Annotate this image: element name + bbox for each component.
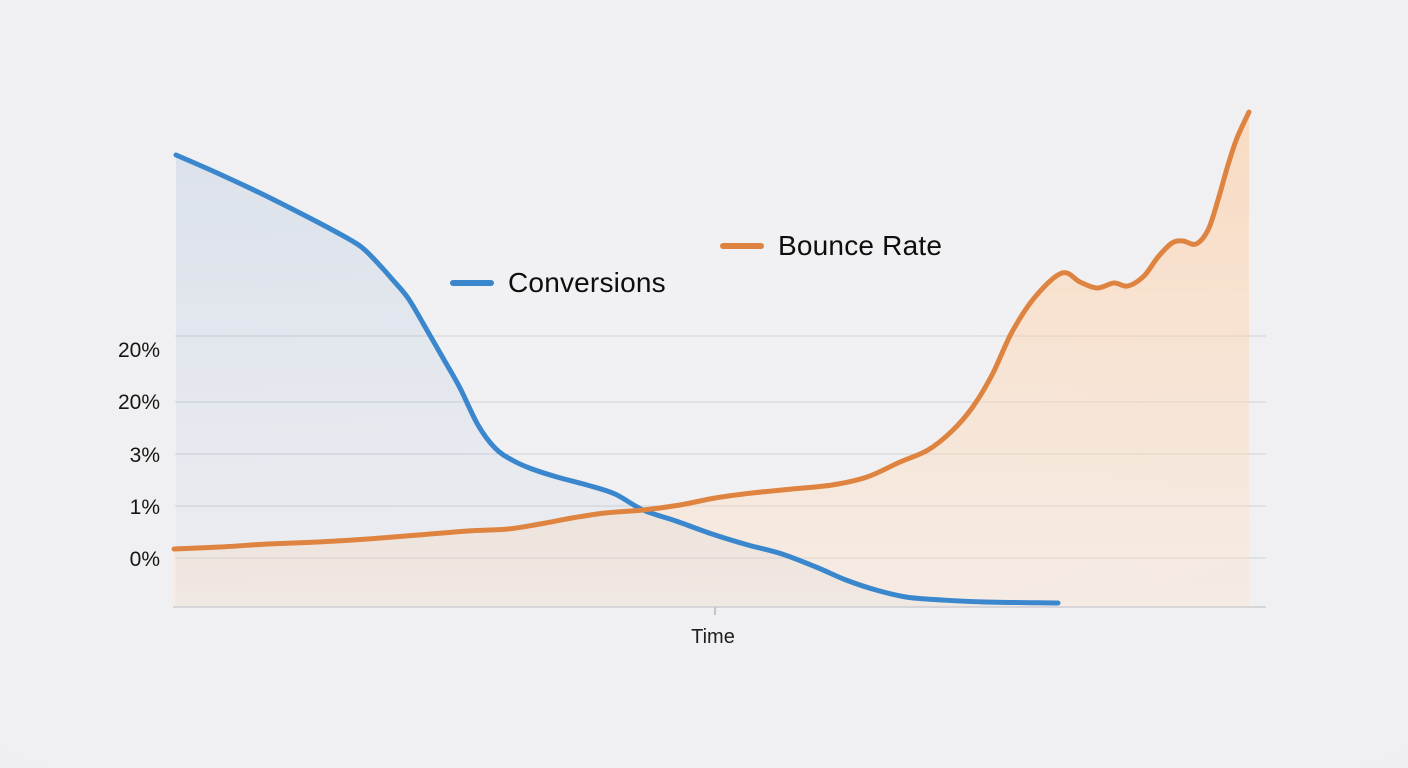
x-axis-title: Time <box>691 626 735 648</box>
series-line-conversions <box>173 152 1061 606</box>
series-area-conversions <box>176 155 1058 607</box>
series-line-bounce-rate <box>171 109 1252 552</box>
legend-label-bounce-rate: Bounce Rate <box>778 230 943 261</box>
y-axis-tick-label: 3% <box>129 444 160 467</box>
y-axis-tick-label: 1% <box>129 496 160 519</box>
legend-swatch-conversions-icon <box>450 280 494 286</box>
legend-label-conversions: Conversions <box>508 267 666 298</box>
series-area-bounce-rate <box>174 112 1249 607</box>
y-axis-tick-label: 0% <box>129 548 160 571</box>
y-axis-tick-label: 20% <box>117 391 160 414</box>
legend-item-conversions[interactable]: Conversions <box>450 266 666 300</box>
y-axis-tick-label: 20% <box>117 339 160 362</box>
legend-swatch-bounce-rate-icon <box>720 243 764 249</box>
legend-item-bounce-rate[interactable]: Bounce Rate <box>720 229 942 263</box>
